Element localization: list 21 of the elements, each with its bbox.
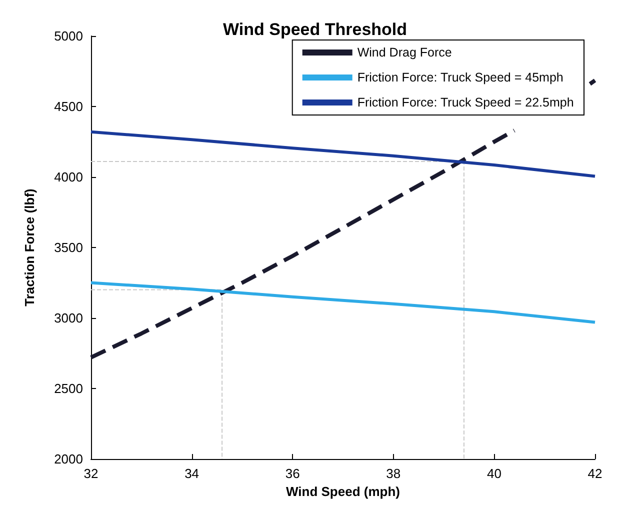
y-axis-title: Traction Force (lbf): [22, 188, 37, 306]
y-tick-label: 2000: [54, 452, 83, 466]
x-axis-title: Wind Speed (mph): [286, 484, 400, 499]
y-tick-label: 4500: [54, 99, 83, 114]
x-tick-label: 42: [588, 466, 602, 481]
legend-label: Wind Drag Force: [357, 46, 452, 60]
x-tick-label: 34: [184, 466, 200, 481]
y-tick-label: 3000: [54, 310, 83, 326]
y-tick-label: 4000: [54, 170, 83, 184]
x-tick-label: 36: [285, 466, 300, 481]
line-series: [90, 281, 596, 324]
legend-label: Friction Force: Truck Speed = 22.5mph: [357, 96, 574, 110]
x-tick-label: 40: [486, 466, 502, 481]
line-series: [90, 130, 596, 178]
x-tick-label: 32: [84, 466, 98, 481]
y-tick-label: 5000: [54, 28, 83, 44]
legend-label: Friction Force: Truck Speed = 45mph: [357, 70, 564, 84]
chart-title: Wind Speed Threshold: [223, 20, 408, 39]
y-tick-label: 3500: [54, 240, 83, 255]
x-tick-label: 38: [386, 466, 401, 481]
y-tick-label: 2500: [54, 381, 83, 396]
